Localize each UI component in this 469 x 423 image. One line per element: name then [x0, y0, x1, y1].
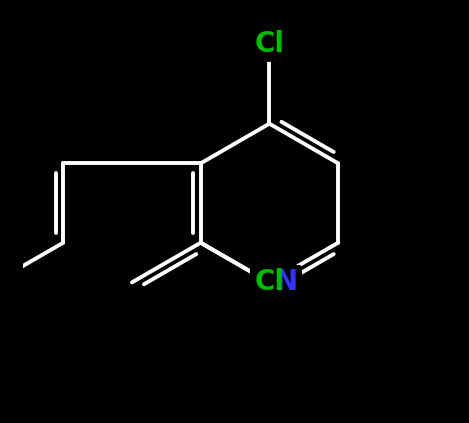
Text: N: N [273, 268, 299, 297]
Text: Cl: Cl [254, 269, 284, 297]
Text: Cl: Cl [254, 30, 284, 58]
Text: Cl: Cl [253, 30, 286, 59]
Text: Cl: Cl [253, 268, 286, 297]
Text: N: N [275, 269, 298, 297]
